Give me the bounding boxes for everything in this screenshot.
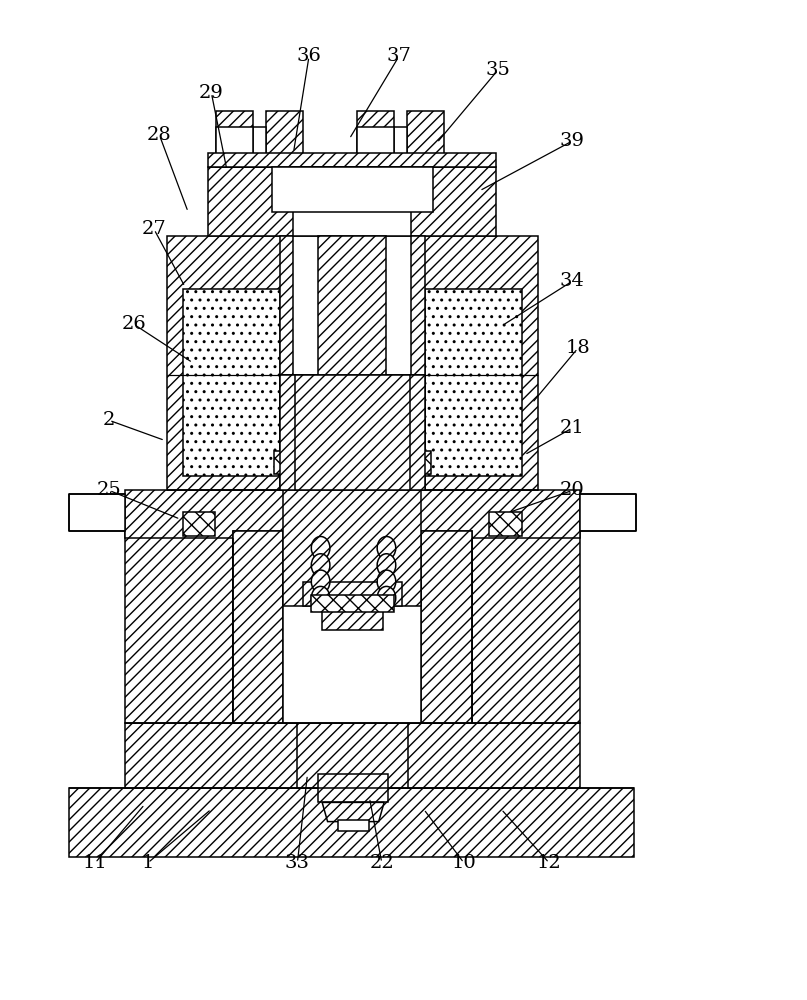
Bar <box>407 111 444 167</box>
Text: 22: 22 <box>370 854 394 872</box>
Bar <box>124 723 580 788</box>
Text: 18: 18 <box>566 339 590 357</box>
Bar <box>318 774 388 802</box>
Bar <box>294 167 412 236</box>
Bar <box>167 236 537 490</box>
Text: 12: 12 <box>537 854 562 872</box>
Bar <box>283 577 421 601</box>
Circle shape <box>377 554 395 577</box>
Circle shape <box>312 586 330 609</box>
Text: 36: 36 <box>296 47 321 65</box>
Bar <box>471 531 580 723</box>
Bar <box>295 375 410 490</box>
Bar <box>216 127 253 167</box>
Bar <box>272 167 433 212</box>
Circle shape <box>377 536 395 560</box>
Bar <box>69 788 634 857</box>
Bar <box>124 531 233 723</box>
Bar <box>253 127 266 167</box>
Bar <box>182 512 215 536</box>
Text: 1: 1 <box>142 854 154 872</box>
Circle shape <box>312 554 330 577</box>
Text: 37: 37 <box>387 47 412 65</box>
Bar <box>425 289 522 476</box>
Bar <box>216 111 253 167</box>
Bar <box>490 512 522 536</box>
Bar <box>408 451 431 474</box>
Bar <box>208 167 496 236</box>
Text: 34: 34 <box>560 272 585 290</box>
Bar <box>208 153 496 167</box>
Polygon shape <box>283 490 421 606</box>
Circle shape <box>312 536 330 560</box>
Text: 26: 26 <box>122 315 146 333</box>
Text: 21: 21 <box>560 419 585 437</box>
Text: 2: 2 <box>103 411 115 429</box>
Bar <box>580 494 636 531</box>
Text: 33: 33 <box>285 854 310 872</box>
Bar <box>182 289 279 476</box>
Bar <box>408 375 425 490</box>
Polygon shape <box>322 802 384 822</box>
Bar <box>266 111 303 167</box>
Bar <box>69 494 124 531</box>
Bar <box>279 236 425 490</box>
Bar <box>297 721 408 788</box>
Bar <box>233 531 471 723</box>
Bar <box>337 820 369 831</box>
Bar <box>357 111 394 167</box>
Bar <box>318 236 387 375</box>
Bar <box>283 584 421 723</box>
Bar <box>303 582 402 606</box>
Text: 25: 25 <box>97 481 122 499</box>
Bar <box>294 236 412 375</box>
Text: 28: 28 <box>147 126 172 144</box>
Text: 39: 39 <box>560 132 585 150</box>
Circle shape <box>377 586 395 609</box>
Bar <box>274 451 297 474</box>
Text: 27: 27 <box>142 220 166 238</box>
Text: 35: 35 <box>486 61 511 79</box>
Circle shape <box>377 570 395 593</box>
Bar <box>394 127 407 167</box>
Text: 11: 11 <box>83 854 107 872</box>
Bar <box>311 595 394 612</box>
Bar <box>233 531 283 723</box>
Bar <box>421 531 471 723</box>
Bar <box>124 490 580 538</box>
Bar <box>357 127 394 167</box>
Bar <box>279 375 297 490</box>
Circle shape <box>312 570 330 593</box>
Text: 20: 20 <box>560 481 585 499</box>
Text: 10: 10 <box>452 854 476 872</box>
Text: 29: 29 <box>199 84 224 102</box>
Bar <box>322 601 383 630</box>
Bar <box>279 375 425 490</box>
